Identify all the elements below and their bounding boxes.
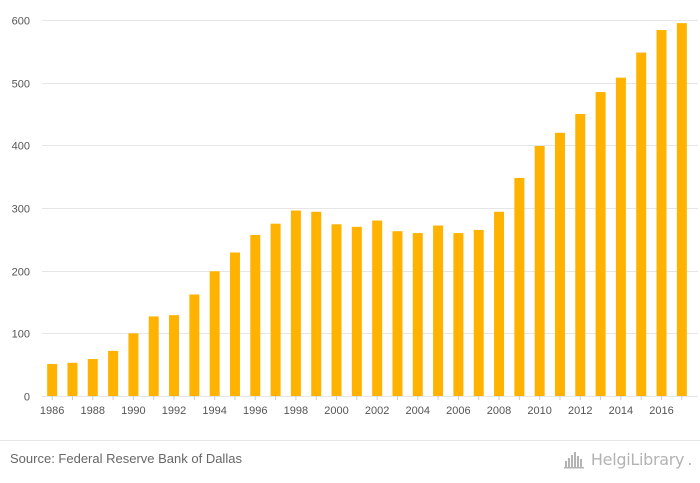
x-tick-label: 2016 (649, 405, 673, 417)
bar-1995[interactable] (229, 252, 240, 396)
bar-1993[interactable] (189, 294, 200, 396)
bar-chart: 0 100 200 300 400 500 600 1986 1988 1990 1992 1994… (12, 16, 698, 417)
brand-dot-icon: . (687, 449, 692, 469)
bar-2014[interactable] (615, 77, 626, 397)
bar-1999[interactable] (311, 211, 322, 396)
library-logo-icon (563, 452, 584, 469)
x-tick-label: 1994 (202, 405, 226, 417)
y-axis-ticks: 0 100 200 300 400 500 600 (12, 16, 30, 404)
x-tick-label: 2010 (527, 405, 551, 417)
x-tick-label: 1988 (81, 405, 105, 417)
x-axis-ticks: 1986 1988 1990 1992 1994 1996 1998 2000 2002 2004… (40, 396, 683, 417)
x-tick-label: 1998 (284, 405, 308, 417)
bar-2003[interactable] (392, 231, 403, 396)
y-tick-label: 0 (24, 392, 30, 404)
x-tick-label: 2012 (568, 405, 592, 417)
brand-logo: HelgiLibrary. (563, 445, 692, 473)
y-tick-label: 300 (12, 204, 30, 216)
footer-divider (0, 440, 700, 441)
x-tick-label: 1992 (162, 405, 186, 417)
bar-2013[interactable] (595, 92, 606, 396)
bar-2006[interactable] (453, 233, 464, 396)
bar-2017[interactable] (676, 23, 687, 396)
x-tick-label: 2014 (609, 405, 633, 417)
bar-2001[interactable] (351, 226, 362, 396)
bar-1991[interactable] (148, 316, 159, 396)
x-tick-label: 1996 (243, 405, 267, 417)
bar-1994[interactable] (209, 271, 220, 396)
bar-2000[interactable] (331, 224, 342, 396)
y-tick-label: 600 (12, 16, 30, 28)
bar-1989[interactable] (108, 350, 119, 396)
bar-2007[interactable] (473, 229, 484, 396)
bar-2005[interactable] (433, 225, 444, 396)
bar-2016[interactable] (656, 30, 667, 397)
x-tick-label: 2006 (446, 405, 470, 417)
bar-2002[interactable] (372, 220, 383, 396)
bar-1986[interactable] (47, 364, 58, 396)
y-tick-label: 200 (12, 267, 30, 279)
bar-2008[interactable] (494, 211, 505, 396)
bar-1992[interactable] (169, 315, 180, 396)
brand-name: HelgiLibrary (590, 449, 685, 469)
bar-2012[interactable] (575, 114, 586, 396)
bar-1998[interactable] (290, 210, 301, 396)
bar-2004[interactable] (412, 233, 423, 396)
bar-1987[interactable] (67, 362, 78, 396)
bar-2015[interactable] (636, 52, 647, 397)
bar-2009[interactable] (514, 177, 525, 396)
bar-2011[interactable] (554, 132, 565, 397)
bars (47, 23, 687, 397)
source-note: Source: Federal Reserve Bank of Dallas (10, 451, 242, 466)
bar-1990[interactable] (128, 333, 139, 396)
x-tick-label: 2004 (406, 405, 430, 417)
bar-1988[interactable] (87, 359, 98, 396)
x-tick-label: 1990 (121, 405, 145, 417)
x-tick-label: 2000 (324, 405, 348, 417)
y-tick-label: 100 (12, 329, 30, 341)
x-tick-label: 2002 (365, 405, 389, 417)
x-tick-label: 1986 (40, 405, 64, 417)
bar-1996[interactable] (250, 234, 261, 396)
x-tick-label: 2008 (487, 405, 511, 417)
y-tick-label: 500 (12, 79, 30, 91)
bar-2010[interactable] (534, 145, 545, 396)
bar-1997[interactable] (270, 223, 281, 396)
y-tick-label: 400 (12, 141, 30, 153)
